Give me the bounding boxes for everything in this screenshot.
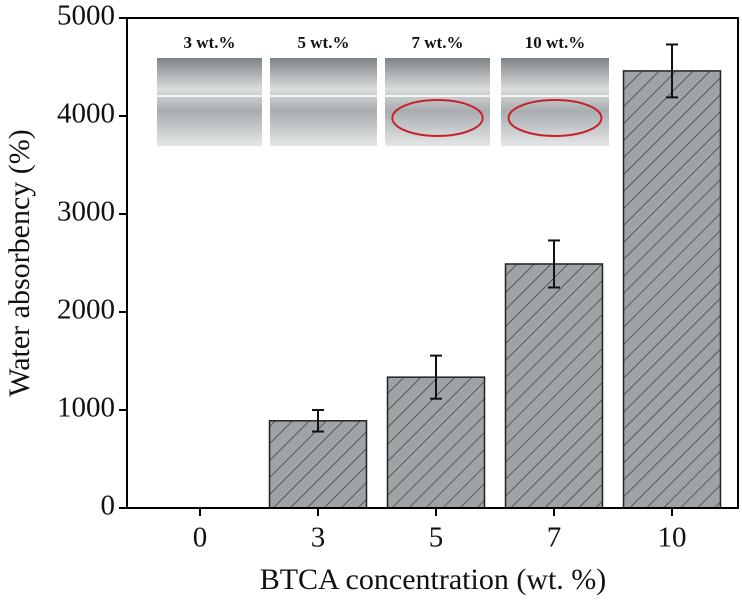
y-tick-label: 5000 [57,0,115,32]
highlight-ellipse [507,99,603,137]
inset-photo [385,58,490,146]
y-tick-label: 0 [101,490,116,522]
plot-frame [126,17,739,509]
x-tick-label: 5 [429,522,444,554]
y-axis-title: Water absorbency (%) [3,129,36,396]
error-bar [666,43,678,99]
x-axis-title: BTCA concentration (wt. %) [260,563,607,596]
inset-label: 7 wt.% [412,33,464,52]
error-bar [312,409,324,433]
y-tick-label: 3000 [57,196,115,228]
x-tick-label: 3 [311,522,326,554]
inset-photo [270,58,377,146]
bar [622,70,722,509]
inset-photo [157,58,262,146]
y-tick-label: 1000 [57,392,115,424]
inset-label: 5 wt.% [298,33,350,52]
inset-label: 3 wt.% [184,33,236,52]
inset-label: 10 wt.% [525,33,585,52]
error-bar [548,239,560,289]
y-tick-label: 4000 [57,98,115,130]
x-tick-label: 7 [547,522,562,554]
y-tick-label: 2000 [57,294,115,326]
error-bar [430,354,442,400]
inset-photo [501,58,609,146]
x-tick-label: 0 [193,522,208,554]
highlight-ellipse [391,99,484,137]
bar [504,263,604,509]
bar [268,420,368,509]
x-tick-label: 10 [658,522,687,554]
